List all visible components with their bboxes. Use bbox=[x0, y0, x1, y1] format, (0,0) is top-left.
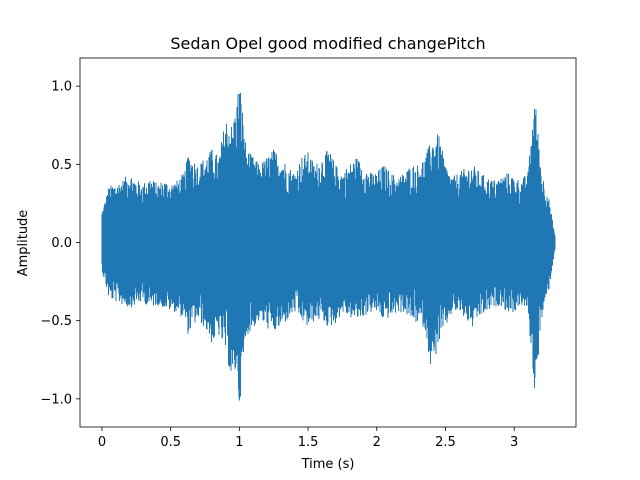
x-tick-label: 0.5 bbox=[160, 435, 181, 450]
waveform-line bbox=[101, 92, 556, 401]
y-tick-label: 1.0 bbox=[51, 80, 72, 95]
y-axis-label: Amplitude bbox=[16, 210, 31, 277]
x-axis-label: Time (s) bbox=[301, 457, 355, 472]
y-tick-label: −1.0 bbox=[40, 392, 72, 407]
y-tick-label: 0.0 bbox=[51, 236, 72, 251]
x-tick-label: 1.5 bbox=[298, 435, 319, 450]
x-tick-label: 2.5 bbox=[435, 435, 456, 450]
waveform-series bbox=[101, 92, 556, 401]
chart-title: Sedan Opel good modified changePitch bbox=[170, 34, 485, 53]
x-tick-label: 0 bbox=[98, 435, 106, 450]
y-tick-label: −0.5 bbox=[40, 314, 72, 329]
x-tick-label: 3 bbox=[510, 435, 518, 450]
x-tick-label: 2 bbox=[373, 435, 381, 450]
x-tick-label: 1 bbox=[235, 435, 243, 450]
x-axis: 0 0.5 1 1.5 2 2.5 3 bbox=[98, 427, 518, 450]
y-axis: −1.0 −0.5 0.0 0.5 1.0 bbox=[40, 80, 80, 407]
y-tick-label: 0.5 bbox=[51, 158, 72, 173]
